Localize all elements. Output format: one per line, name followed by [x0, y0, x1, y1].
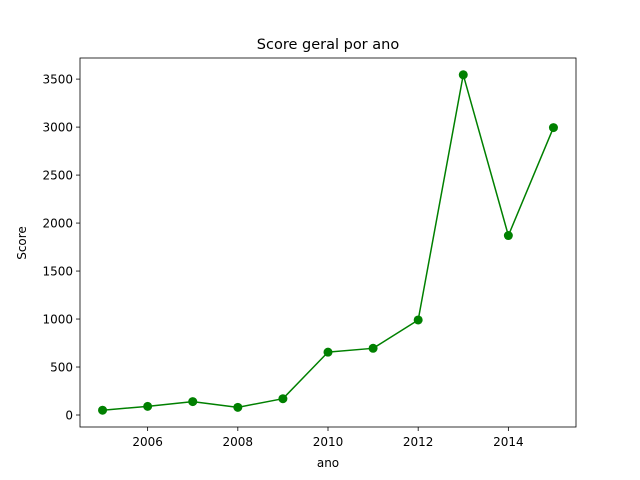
y-tick-label: 0	[65, 408, 73, 422]
y-tick-label: 3500	[42, 72, 73, 86]
y-axis-label: Score	[15, 226, 29, 260]
data-point	[143, 401, 153, 411]
x-tick-label: 2008	[223, 435, 254, 449]
data-point	[233, 402, 243, 412]
x-tick-label: 2012	[403, 435, 434, 449]
data-point	[278, 394, 288, 404]
y-tick-label: 500	[50, 360, 73, 374]
data-point	[188, 397, 198, 407]
y-tick-label: 1500	[42, 264, 73, 278]
data-point	[323, 347, 333, 357]
axes: 2006 2008 2010 2012 2014 0 500 1000 1500 2000 2500…	[42, 57, 577, 449]
plot-area	[98, 70, 558, 415]
data-point	[503, 231, 513, 241]
y-tick-label: 3000	[42, 120, 73, 134]
data-point	[548, 123, 558, 133]
data-point	[413, 315, 423, 325]
chart-title: Score geral por ano	[257, 37, 400, 53]
x-tick-label: 2014	[493, 435, 524, 449]
y-tick-label: 2000	[42, 216, 73, 230]
data-point	[98, 405, 108, 415]
x-axis-label: ano	[317, 456, 339, 470]
data-point	[458, 70, 468, 80]
data-point	[368, 343, 378, 353]
y-tick-label: 2500	[42, 168, 73, 182]
x-tick-label: 2006	[132, 435, 163, 449]
x-tick-label: 2010	[313, 435, 344, 449]
y-tick-label: 1000	[42, 312, 73, 326]
